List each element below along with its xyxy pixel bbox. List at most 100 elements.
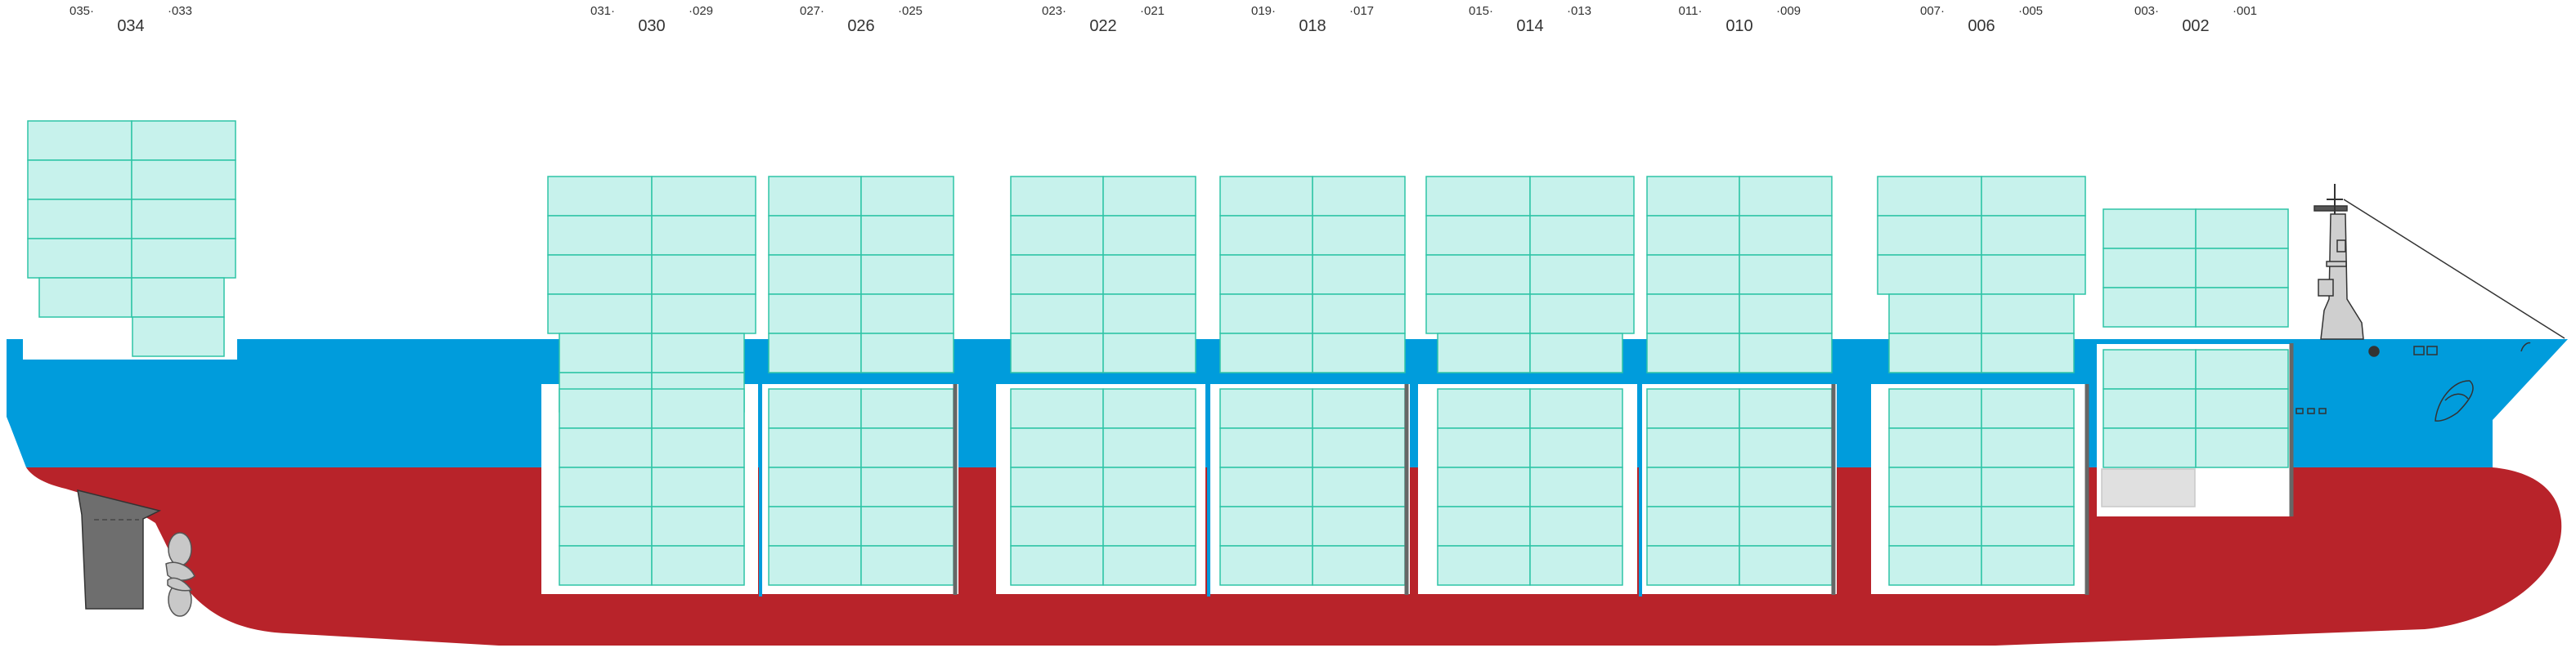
hatch-cover (541, 376, 958, 384)
container-slot (768, 176, 862, 217)
empty-container-slot (2101, 468, 2196, 507)
container-slot (1646, 293, 1740, 334)
bay-number-label: 030 (638, 17, 665, 35)
container-slot (768, 427, 862, 468)
container-slot (1981, 176, 2086, 217)
container-slot (1010, 388, 1104, 429)
hawse-mark (2413, 346, 2425, 355)
bow-mark-icon (2520, 342, 2531, 352)
container-slot (860, 254, 954, 295)
bay-sub-label-left: 031· (590, 4, 615, 18)
hatch-cover (1871, 376, 2088, 384)
bay-number-label: 026 (847, 17, 874, 35)
container-slot (1102, 176, 1196, 217)
container-slot (1739, 427, 1833, 468)
container-slot (1219, 506, 1313, 547)
container-slot (1646, 467, 1740, 507)
container-slot (1981, 545, 2075, 586)
container-slot (1437, 545, 1531, 586)
container-slot (860, 176, 954, 217)
bay-number-label: 022 (1089, 17, 1116, 35)
container-slot (2103, 287, 2197, 328)
container-slot (1739, 388, 1833, 429)
bay-labels: 002 003· ·001 006 007· ·005 010 011· ·009 014 015·… (70, 4, 2257, 35)
containers (27, 120, 2289, 586)
container-slot (1981, 427, 2075, 468)
container-slot (1102, 254, 1196, 295)
container-slot (1219, 467, 1313, 507)
container-slot (559, 545, 653, 586)
container-slot (2195, 287, 2289, 328)
container-slot (1888, 427, 1982, 468)
container-slot (1646, 506, 1740, 547)
container-slot (1102, 215, 1196, 256)
container-slot (1739, 506, 1833, 547)
bay-sub-label-right: ·009 (1776, 4, 1801, 18)
container-slot (1312, 388, 1406, 429)
bay-number-label: 014 (1516, 17, 1543, 35)
bay-sub-label-left: 003· (2134, 4, 2159, 18)
bay-number-label: 006 (1968, 17, 1995, 35)
bow-emblem-icon (2435, 380, 2474, 422)
container-slot (2195, 208, 2289, 249)
container-slot (1529, 254, 1635, 295)
container-slot (27, 159, 132, 200)
bay-sub-label-left: 035· (70, 4, 94, 18)
container-slot (1888, 506, 1982, 547)
container-slot (768, 506, 862, 547)
container-slot (768, 333, 862, 373)
container-slot (2103, 388, 2197, 429)
container-slot (1010, 427, 1104, 468)
container-slot (1010, 254, 1104, 295)
container-slot (1529, 293, 1635, 334)
hawse-mark (2426, 346, 2438, 355)
container-slot (2103, 349, 2197, 390)
bay-sub-label-left: 011· (1679, 4, 1703, 18)
container-slot (768, 254, 862, 295)
container-slot (1739, 467, 1833, 507)
container-slot (132, 316, 225, 357)
container-slot (1010, 293, 1104, 334)
container-slot (2103, 248, 2197, 288)
container-slot (1529, 388, 1623, 429)
container-slot (1102, 467, 1196, 507)
container-slot (1646, 176, 1740, 217)
container-slot (559, 333, 653, 373)
bay-sub-label-right: ·017 (1349, 4, 1374, 18)
container-slot (2103, 427, 2197, 468)
container-slot (1425, 215, 1531, 256)
container-slot (1739, 215, 1833, 256)
container-slot (1739, 254, 1833, 295)
container-slot (1425, 176, 1531, 217)
bay-sub-label-right: ·025 (898, 4, 922, 18)
container-slot (860, 545, 954, 586)
bow-portholes (2296, 408, 2327, 414)
bay-sub-label-left: 015· (1469, 4, 1493, 18)
bay-number-label: 018 (1299, 17, 1326, 35)
container-slot (559, 506, 653, 547)
bay-sub-label-left: 019· (1251, 4, 1276, 18)
container-slot (1981, 388, 2075, 429)
container-slot (1219, 215, 1313, 256)
container-slot (1010, 215, 1104, 256)
container-slot (651, 545, 745, 586)
container-slot (1102, 388, 1196, 429)
anchor-icon (2368, 346, 2380, 357)
container-slot (1529, 427, 1623, 468)
container-slot (2195, 248, 2289, 288)
bay-sub-label-right: ·029 (689, 4, 713, 18)
container-slot (1312, 176, 1406, 217)
container-slot (860, 427, 954, 468)
container-slot (131, 159, 236, 200)
container-slot (1219, 333, 1313, 373)
container-slot (1981, 293, 2075, 334)
container-slot (1981, 467, 2075, 507)
container-slot (1312, 293, 1406, 334)
container-slot (2195, 388, 2289, 429)
container-slot (860, 506, 954, 547)
container-slot (1219, 293, 1313, 334)
stern-gear (77, 489, 195, 617)
container-slot (1312, 506, 1406, 547)
container-slot (547, 293, 653, 334)
